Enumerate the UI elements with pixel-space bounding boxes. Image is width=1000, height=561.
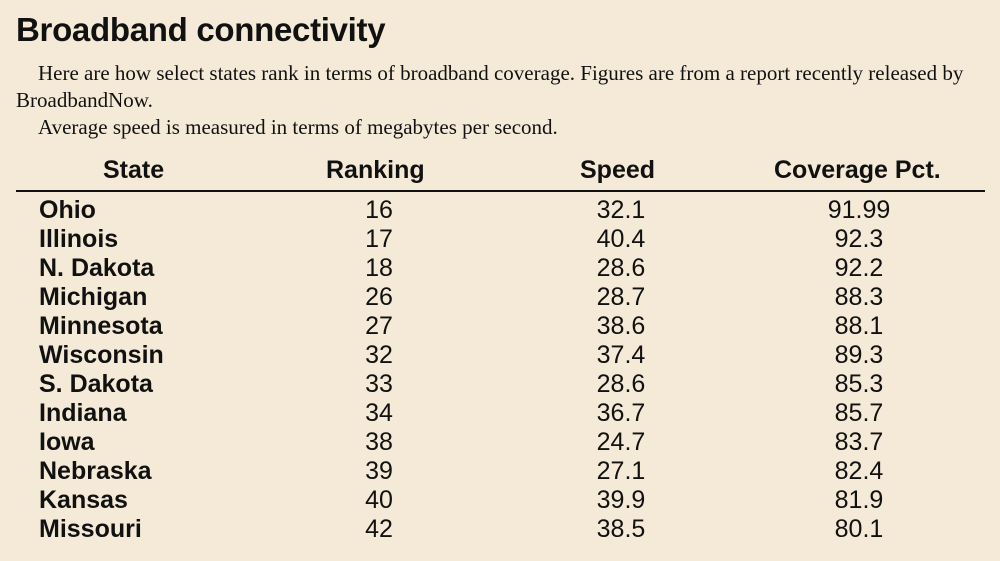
table-row: Kansas 40 39.9 81.9 bbox=[16, 486, 985, 515]
cell-speed: 39.9 bbox=[596, 486, 646, 514]
cell-state: Illinois bbox=[39, 225, 119, 253]
cell-ranking: 42 bbox=[365, 515, 393, 543]
cell-coverage: 92.2 bbox=[834, 254, 884, 282]
data-table: State Ranking Speed Coverage Pct. Ohio 16… bbox=[16, 154, 985, 544]
chart-title: Broadband connectivity bbox=[16, 11, 386, 48]
cell-coverage: 81.9 bbox=[834, 486, 884, 514]
cell-speed: 37.4 bbox=[596, 341, 646, 369]
cell-speed: 28.6 bbox=[596, 254, 646, 282]
table-row: N. Dakota 18 28.6 92.2 bbox=[16, 254, 985, 283]
cell-ranking: 27 bbox=[365, 312, 393, 340]
cell-coverage: 83.7 bbox=[834, 428, 884, 456]
cell-coverage: 89.3 bbox=[834, 341, 884, 369]
cell-state: Michigan bbox=[39, 283, 148, 311]
table-row: Ohio 16 32.1 91.99 bbox=[16, 196, 985, 225]
table-row: Missouri 42 38.5 80.1 bbox=[16, 515, 985, 544]
cell-coverage: 91.99 bbox=[827, 196, 891, 224]
cell-ranking: 33 bbox=[365, 370, 393, 398]
cell-speed: 38.5 bbox=[596, 515, 646, 543]
cell-coverage: 82.4 bbox=[834, 457, 884, 485]
cell-state: Ohio bbox=[39, 196, 96, 224]
cell-state: Missouri bbox=[39, 515, 142, 543]
intro-paragraph: Average speed is measured in terms of me… bbox=[38, 115, 558, 139]
cell-speed: 24.7 bbox=[596, 428, 646, 456]
table-row: Illinois 17 40.4 92.3 bbox=[16, 225, 985, 254]
table-header: State Ranking Speed Coverage Pct. bbox=[16, 154, 985, 192]
cell-state: Wisconsin bbox=[39, 341, 164, 369]
cell-ranking: 32 bbox=[365, 341, 393, 369]
cell-ranking: 26 bbox=[365, 283, 393, 311]
cell-speed: 38.6 bbox=[596, 312, 646, 340]
table-row: Michigan 26 28.7 88.3 bbox=[16, 283, 985, 312]
cell-coverage: 85.3 bbox=[834, 370, 884, 398]
cell-speed: 32.1 bbox=[596, 196, 646, 224]
table-row: Indiana 34 36.7 85.7 bbox=[16, 399, 985, 428]
cell-state: Minnesota bbox=[39, 312, 163, 340]
cell-coverage: 88.3 bbox=[834, 283, 884, 311]
cell-speed: 28.6 bbox=[596, 370, 646, 398]
column-header-ranking: Ranking bbox=[326, 156, 425, 184]
cell-ranking: 34 bbox=[365, 399, 393, 427]
cell-coverage: 92.3 bbox=[834, 225, 884, 253]
cell-coverage: 88.1 bbox=[834, 312, 884, 340]
table-body: Ohio 16 32.1 91.99 Illinois 17 40.4 92.3 N. Dako… bbox=[16, 196, 985, 544]
table-row: S. Dakota 33 28.6 85.3 bbox=[16, 370, 985, 399]
table-row: Minnesota 27 38.6 88.1 bbox=[16, 312, 985, 341]
cell-ranking: 17 bbox=[365, 225, 393, 253]
cell-ranking: 39 bbox=[365, 457, 393, 485]
column-header-speed: Speed bbox=[580, 156, 656, 184]
cell-speed: 36.7 bbox=[596, 399, 646, 427]
cell-state: S. Dakota bbox=[39, 370, 153, 398]
intro-paragraph: Here are how select states rank in terms… bbox=[16, 61, 964, 112]
cell-speed: 27.1 bbox=[596, 457, 646, 485]
column-header-state: State bbox=[103, 156, 165, 184]
table-row: Wisconsin 32 37.4 89.3 bbox=[16, 341, 985, 370]
cell-ranking: 18 bbox=[365, 254, 393, 282]
cell-state: Kansas bbox=[39, 486, 128, 514]
cell-coverage: 80.1 bbox=[834, 515, 884, 543]
table-row: Nebraska 39 27.1 82.4 bbox=[16, 457, 985, 486]
cell-ranking: 38 bbox=[365, 428, 393, 456]
table-row: Iowa 38 24.7 83.7 bbox=[16, 428, 985, 457]
cell-ranking: 40 bbox=[365, 486, 393, 514]
cell-speed: 40.4 bbox=[596, 225, 646, 253]
cell-state: Indiana bbox=[39, 399, 127, 427]
cell-state: Nebraska bbox=[39, 457, 152, 485]
cell-state: N. Dakota bbox=[39, 254, 155, 282]
cell-speed: 28.7 bbox=[596, 283, 646, 311]
column-header-coverage: Coverage Pct. bbox=[774, 156, 941, 184]
cell-ranking: 16 bbox=[365, 196, 393, 224]
cell-coverage: 85.7 bbox=[834, 399, 884, 427]
cell-state: Iowa bbox=[39, 428, 95, 456]
intro-text: Here are how select states rank in terms… bbox=[16, 60, 976, 141]
